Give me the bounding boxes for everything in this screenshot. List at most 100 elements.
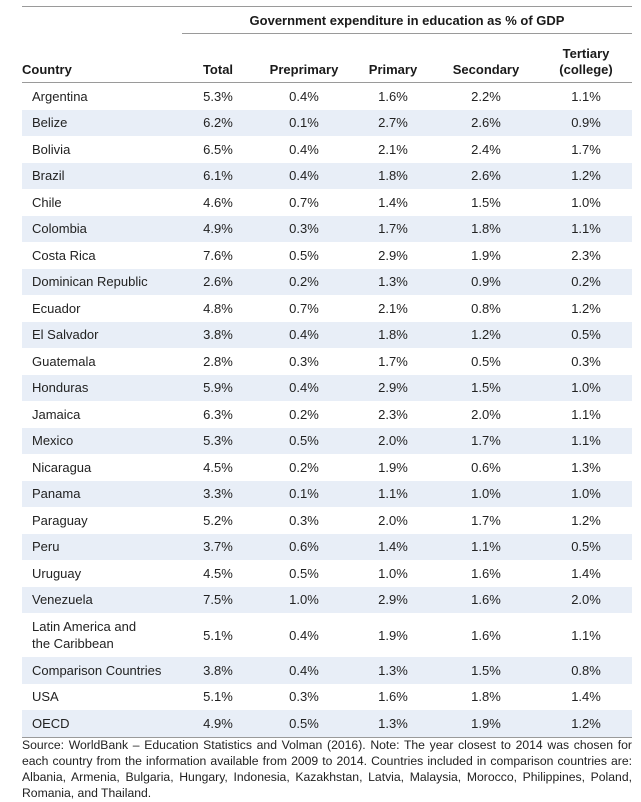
cell-total: 4.9% (182, 215, 254, 242)
cell-tertiary: 0.8% (540, 657, 633, 684)
cell-tertiary: 0.9% (540, 109, 633, 136)
cell-country: Bolivia (32, 141, 71, 157)
cell-primary: 1.9% (378, 459, 408, 475)
cell-country: Panama (22, 480, 182, 507)
cell-preprimary: 0.4% (289, 88, 319, 104)
cell-country: Costa Rica (32, 247, 96, 263)
cell-primary: 1.4% (378, 194, 408, 210)
table-row: Honduras 5.9% 0.4% 2.9% 1.5% 1.0% (22, 374, 633, 401)
cell-primary: 1.3% (354, 268, 432, 295)
table-row: Bolivia 6.5% 0.4% 2.1% 2.4% 1.7% (22, 136, 632, 163)
cell-secondary: 0.6% (471, 459, 501, 475)
table-top-rule (22, 6, 632, 7)
cell-country: Paraguay (32, 512, 88, 528)
cell-preprimary: 0.1% (254, 109, 354, 136)
cell-total: 2.6% (182, 268, 254, 295)
group-header: Government expenditure in education as %… (182, 7, 633, 34)
cell-tertiary: 1.4% (571, 565, 601, 581)
cell-tertiary: 1.0% (571, 194, 601, 210)
column-header-preprimary: Preprimary (254, 33, 354, 83)
cell-secondary: 1.8% (432, 215, 540, 242)
cell-country: USA (32, 689, 59, 705)
cell-primary: 1.8% (354, 162, 432, 189)
column-header-total: Total (182, 33, 254, 83)
cell-primary: 1.9% (378, 627, 408, 643)
cell-preprimary: 0.7% (289, 194, 319, 210)
cell-preprimary: 1.0% (254, 586, 354, 613)
table-row: Mexico 5.3% 0.5% 2.0% 1.7% 1.1% (22, 427, 633, 454)
expenditure-table-container: Government expenditure in education as %… (22, 6, 633, 738)
cell-preprimary: 0.2% (254, 268, 354, 295)
cell-country: Guatemala (32, 353, 96, 369)
cell-secondary: 1.2% (432, 321, 540, 348)
cell-total: 2.8% (203, 353, 233, 369)
cell-preprimary: 0.4% (254, 162, 354, 189)
table-row: Uruguay 4.5% 0.5% 1.0% 1.6% 1.4% (22, 560, 632, 587)
cell-preprimary: 0.5% (289, 565, 319, 581)
cell-primary: 1.1% (354, 480, 432, 507)
cell-secondary: 1.7% (471, 512, 501, 528)
table-row: Nicaragua 4.5% 0.2% 1.9% 0.6% 1.3% (22, 454, 632, 481)
cell-tertiary: 0.5% (540, 533, 633, 560)
cell-total: 4.8% (203, 300, 233, 316)
table-row: USA 5.1% 0.3% 1.6% 1.8% 1.4% (22, 684, 632, 711)
table-row: Argentina 5.3% 0.4% 1.6% 2.2% 1.1% (22, 83, 632, 110)
cell-tertiary: 1.1% (571, 627, 601, 643)
cell-secondary: 0.5% (471, 353, 501, 369)
education-expenditure-table: Government expenditure in education as %… (22, 7, 633, 737)
cell-country: Jamaica (32, 406, 81, 422)
cell-country-line2: the Caribbean (32, 636, 114, 651)
group-header-spacer (22, 7, 182, 34)
cell-total: 4.6% (203, 194, 233, 210)
cell-secondary: 0.8% (471, 300, 501, 316)
cell-primary: 2.0% (378, 512, 408, 528)
table-row: Jamaica 6.3% 0.2% 2.3% 2.0% 1.1% (22, 401, 632, 428)
cell-total: 7.6% (203, 247, 233, 263)
cell-secondary: 1.5% (471, 194, 501, 210)
cell-primary: 2.0% (354, 427, 432, 454)
cell-primary: 2.9% (354, 374, 432, 401)
cell-preprimary: 0.5% (289, 247, 319, 263)
table-row: Ecuador 4.8% 0.7% 2.1% 0.8% 1.2% (22, 295, 632, 322)
cell-secondary: 1.0% (432, 480, 540, 507)
table-row: Comparison Countries 3.8% 0.4% 1.3% 1.5%… (22, 657, 633, 684)
cell-total: 6.1% (182, 162, 254, 189)
cell-total: 3.3% (182, 480, 254, 507)
cell-country: Brazil (22, 162, 182, 189)
table-row: Colombia 4.9% 0.3% 1.7% 1.8% 1.1% (22, 215, 633, 242)
cell-primary: 2.1% (378, 141, 408, 157)
cell-primary: 2.9% (354, 586, 432, 613)
cell-primary: 1.6% (378, 689, 408, 705)
table-row: Guatemala 2.8% 0.3% 1.7% 0.5% 0.3% (22, 348, 632, 375)
cell-country: Comparison Countries (22, 657, 182, 684)
table-row: OECD 4.9% 0.5% 1.3% 1.9% 1.2% (22, 710, 633, 737)
cell-preprimary: 0.7% (289, 300, 319, 316)
cell-preprimary: 0.1% (254, 480, 354, 507)
cell-preprimary: 0.5% (254, 710, 354, 737)
cell-secondary: 1.9% (471, 247, 501, 263)
cell-tertiary: 2.0% (540, 586, 633, 613)
table-row-regional-average: Latin America and the Caribbean 5.1% 0.4… (22, 613, 632, 657)
cell-secondary: 1.5% (432, 657, 540, 684)
cell-primary: 1.0% (378, 565, 408, 581)
table-row: Venezuela 7.5% 1.0% 2.9% 1.6% 2.0% (22, 586, 633, 613)
cell-preprimary: 0.2% (289, 459, 319, 475)
cell-total: 5.3% (182, 427, 254, 454)
cell-total: 5.9% (182, 374, 254, 401)
table-row: Panama 3.3% 0.1% 1.1% 1.0% 1.0% (22, 480, 633, 507)
cell-preprimary: 0.3% (254, 215, 354, 242)
cell-primary: 2.3% (378, 406, 408, 422)
table-bottom-rule (22, 736, 632, 738)
cell-total: 4.5% (203, 565, 233, 581)
cell-preprimary: 0.3% (289, 512, 319, 528)
cell-secondary: 2.6% (432, 162, 540, 189)
cell-secondary: 1.6% (471, 565, 501, 581)
cell-tertiary: 1.0% (540, 374, 633, 401)
cell-primary: 1.6% (378, 88, 408, 104)
cell-tertiary: 1.2% (540, 710, 633, 737)
table-row: Brazil 6.1% 0.4% 1.8% 2.6% 1.2% (22, 162, 633, 189)
cell-primary: 2.9% (378, 247, 408, 263)
column-header-tertiary-line1: Tertiary (562, 46, 610, 61)
cell-total: 5.3% (203, 88, 233, 104)
table-row: El Salvador 3.8% 0.4% 1.8% 1.2% 0.5% (22, 321, 633, 348)
